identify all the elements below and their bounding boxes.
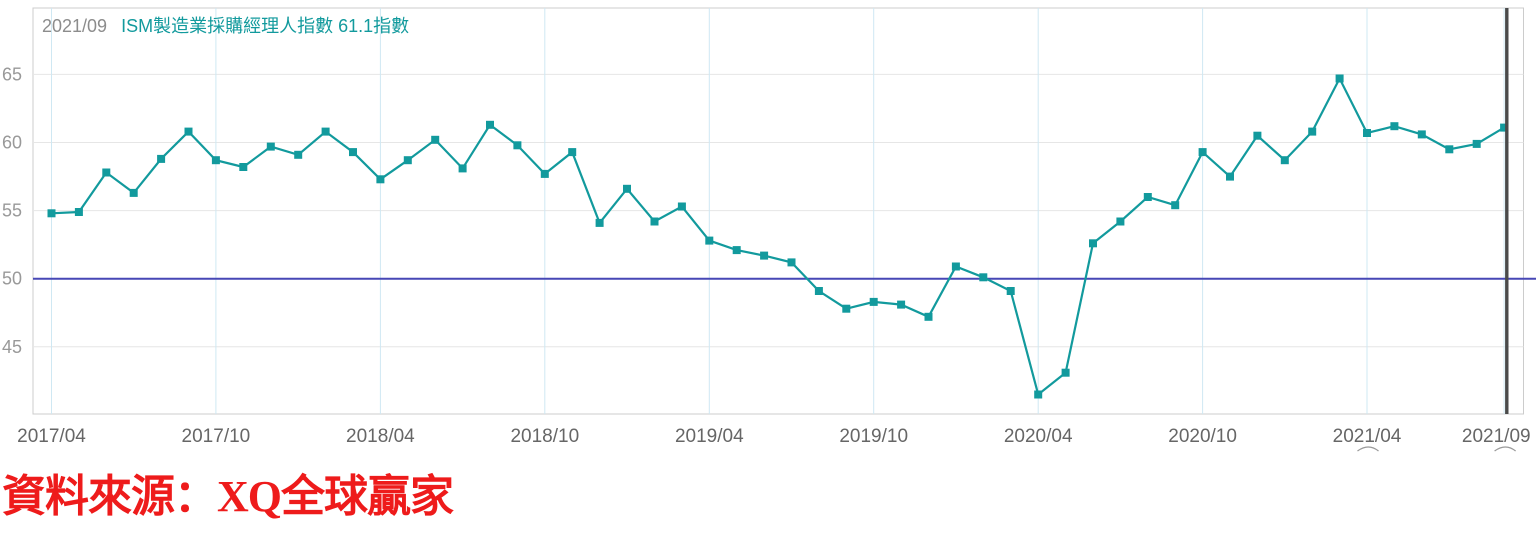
svg-text:2021/04: 2021/04 (1333, 426, 1402, 447)
svg-text:2019/04: 2019/04 (675, 426, 744, 447)
svg-text:2020/10: 2020/10 (1168, 426, 1237, 447)
svg-text:45: 45 (2, 337, 22, 357)
svg-text:2020/04: 2020/04 (1004, 426, 1073, 447)
svg-text:65: 65 (2, 64, 22, 84)
svg-text:2018/10: 2018/10 (510, 426, 579, 447)
svg-text:50: 50 (2, 269, 22, 289)
svg-text:2017/10: 2017/10 (182, 426, 251, 447)
svg-text:2017/04: 2017/04 (17, 426, 86, 447)
svg-text:60: 60 (2, 133, 22, 153)
svg-text:2018/04: 2018/04 (346, 426, 415, 447)
svg-text:2021/09: 2021/09 (1462, 426, 1531, 447)
svg-text:2019/10: 2019/10 (839, 426, 908, 447)
svg-text:55: 55 (2, 201, 22, 221)
